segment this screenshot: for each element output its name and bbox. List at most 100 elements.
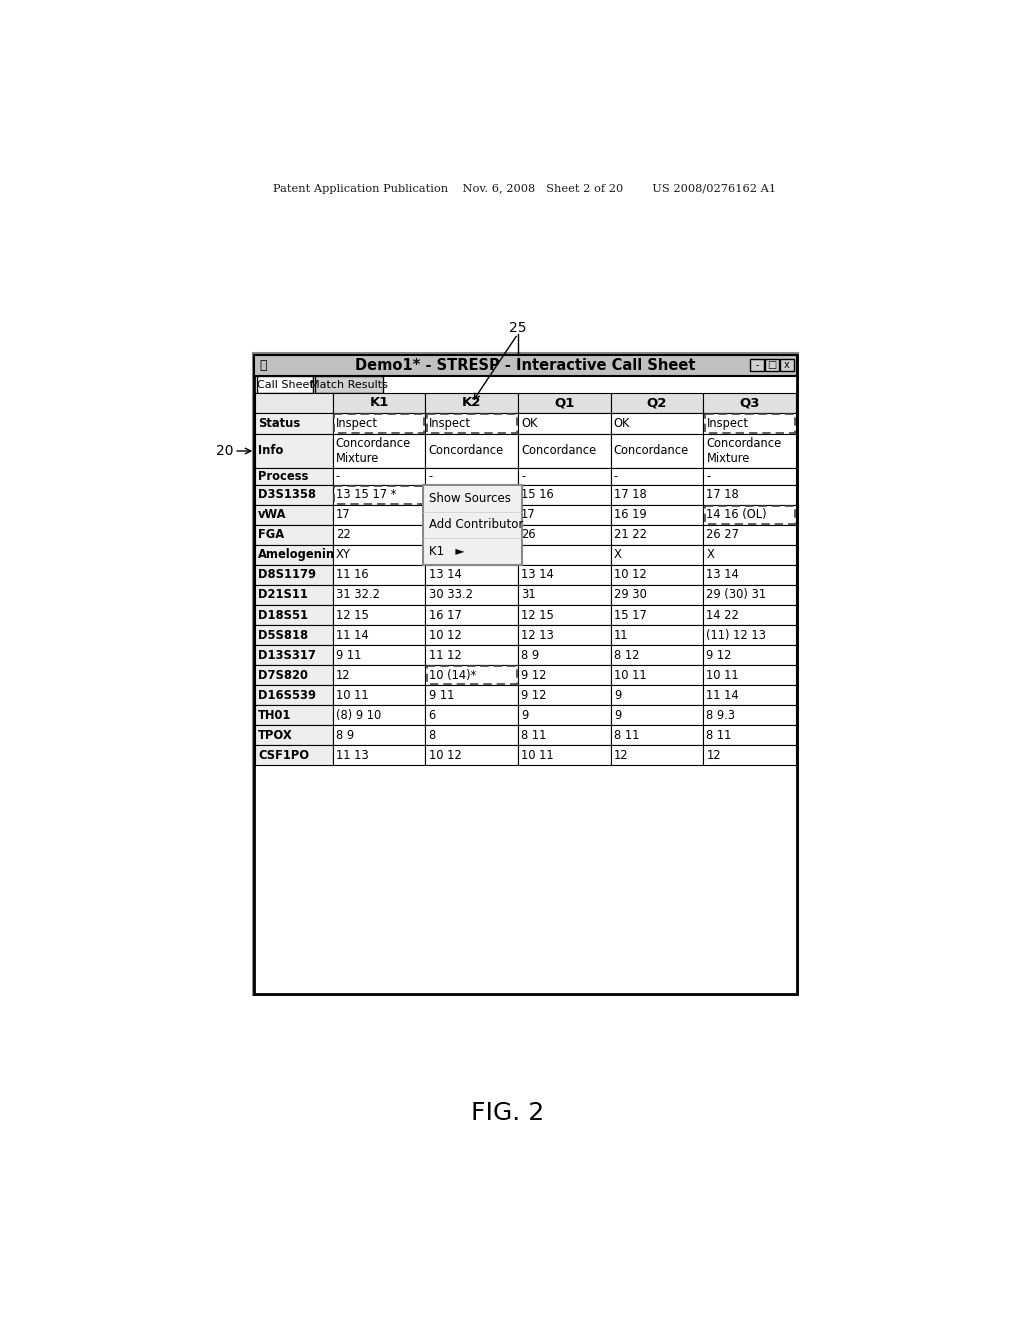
Text: Q2: Q2 <box>647 396 668 409</box>
Bar <box>703 565 796 585</box>
Text: -: - <box>756 360 759 370</box>
Bar <box>333 626 425 645</box>
Bar <box>518 506 610 525</box>
Text: X: X <box>613 548 622 561</box>
Text: -: - <box>521 470 525 483</box>
Text: 17: 17 <box>521 508 536 521</box>
Text: 26: 26 <box>521 528 536 541</box>
Text: 12 15: 12 15 <box>336 609 369 622</box>
Text: vWA: vWA <box>258 508 287 521</box>
Text: OK: OK <box>521 417 538 430</box>
Text: -: - <box>707 470 711 483</box>
Bar <box>425 626 518 645</box>
Text: -: - <box>336 470 340 483</box>
Text: FGA: FGA <box>258 528 285 541</box>
Bar <box>610 565 703 585</box>
Bar <box>333 665 425 685</box>
Text: D7S820: D7S820 <box>258 668 308 681</box>
Bar <box>610 434 703 469</box>
Text: 29 (30) 31: 29 (30) 31 <box>707 589 767 602</box>
Bar <box>518 665 610 685</box>
Text: 8 11: 8 11 <box>707 729 732 742</box>
Text: 10 11: 10 11 <box>521 748 554 762</box>
Bar <box>333 469 425 484</box>
Text: 13 14: 13 14 <box>428 569 461 582</box>
Bar <box>703 525 796 545</box>
Text: K1   ►: K1 ► <box>429 545 465 558</box>
Bar <box>518 393 610 412</box>
Text: Patent Application Publication    Nov. 6, 2008   Sheet 2 of 20        US 2008/02: Patent Application Publication Nov. 6, 2… <box>273 185 776 194</box>
Bar <box>610 469 703 484</box>
Bar <box>610 725 703 744</box>
Bar <box>610 484 703 506</box>
Bar <box>425 585 518 605</box>
Text: 29 30: 29 30 <box>613 589 647 602</box>
Bar <box>425 565 518 585</box>
Bar <box>703 506 796 525</box>
Bar <box>610 626 703 645</box>
Text: CSF1PO: CSF1PO <box>258 748 309 762</box>
Text: TH01: TH01 <box>258 709 292 722</box>
Bar <box>703 665 796 685</box>
Bar <box>703 412 796 434</box>
Bar <box>610 744 703 766</box>
Text: D3S1358: D3S1358 <box>258 488 316 502</box>
Text: 11 13: 11 13 <box>336 748 369 762</box>
Bar <box>425 685 518 705</box>
Text: K1: K1 <box>428 548 443 561</box>
Bar <box>703 469 796 484</box>
Bar <box>333 545 425 565</box>
Text: Concordance: Concordance <box>613 445 689 458</box>
Text: 13 15 17 *: 13 15 17 * <box>336 488 396 502</box>
Text: 9 12: 9 12 <box>521 668 547 681</box>
Text: 11 12: 11 12 <box>428 648 461 661</box>
Bar <box>254 355 797 376</box>
Text: (8) 9 10: (8) 9 10 <box>336 709 381 722</box>
Text: X: X <box>707 548 715 561</box>
Text: Inspect: Inspect <box>707 417 749 430</box>
Text: D5S818: D5S818 <box>258 628 308 642</box>
Bar <box>751 359 764 371</box>
Bar <box>703 744 796 766</box>
Text: 12 15: 12 15 <box>521 609 554 622</box>
Bar <box>703 393 796 412</box>
Bar <box>333 565 425 585</box>
Bar <box>610 545 703 565</box>
Text: 9 11: 9 11 <box>336 648 361 661</box>
Bar <box>255 506 333 525</box>
Bar <box>255 565 333 585</box>
Bar <box>518 565 610 585</box>
Bar <box>255 685 333 705</box>
Text: 9: 9 <box>521 709 528 722</box>
Bar <box>255 665 333 685</box>
Text: D16S539: D16S539 <box>258 689 316 702</box>
Bar <box>333 585 425 605</box>
Bar <box>518 585 610 605</box>
Text: 8: 8 <box>428 729 436 742</box>
Bar <box>610 506 703 525</box>
Text: 10 12: 10 12 <box>428 748 461 762</box>
Text: 14 22: 14 22 <box>707 609 739 622</box>
Bar <box>518 645 610 665</box>
Text: 9 12: 9 12 <box>707 648 732 661</box>
Text: □: □ <box>767 360 776 370</box>
Bar <box>610 665 703 685</box>
Bar <box>255 525 333 545</box>
Text: 12 13: 12 13 <box>521 628 554 642</box>
Bar <box>333 685 425 705</box>
Bar <box>425 393 518 412</box>
Bar <box>333 506 425 525</box>
Text: -: - <box>428 470 433 483</box>
Bar <box>610 585 703 605</box>
Bar <box>518 685 610 705</box>
Bar <box>333 645 425 665</box>
Bar <box>333 744 425 766</box>
Text: TPOX: TPOX <box>258 729 293 742</box>
Bar <box>425 469 518 484</box>
Bar <box>610 645 703 665</box>
Bar <box>518 484 610 506</box>
Bar <box>255 585 333 605</box>
Bar <box>255 393 333 412</box>
Bar <box>255 705 333 725</box>
Bar <box>255 744 333 766</box>
